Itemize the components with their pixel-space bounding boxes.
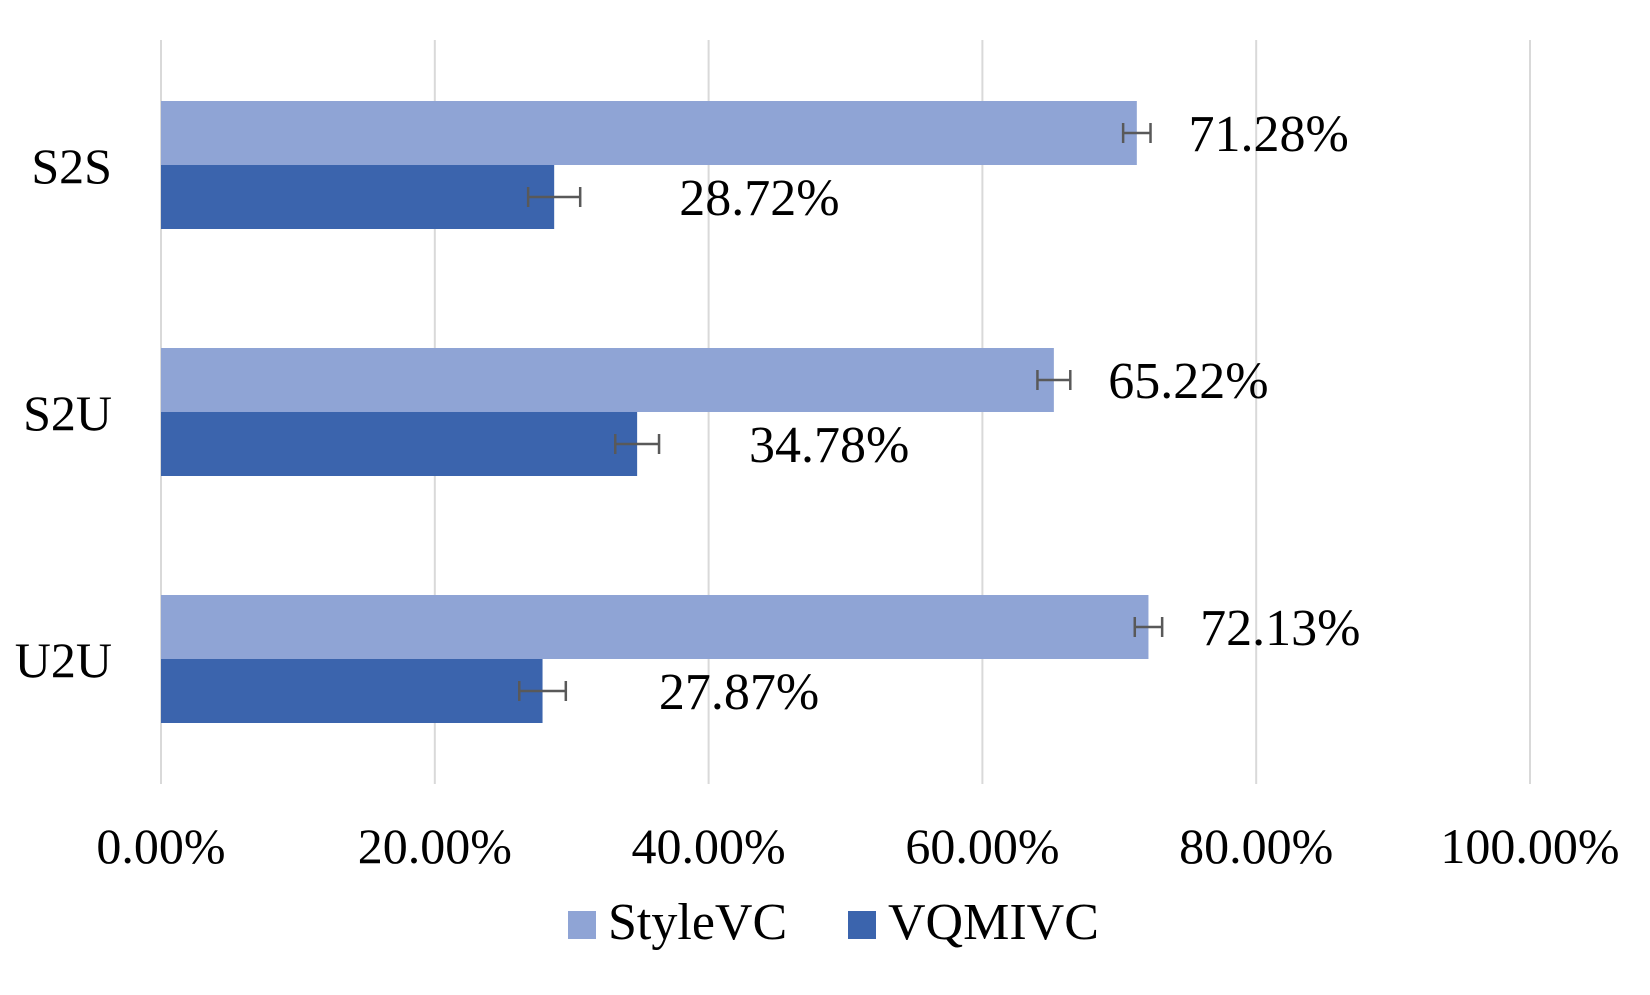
x-tick-label-0: 0.00% <box>96 818 225 874</box>
x-tick-label-5: 100.00% <box>1440 818 1619 874</box>
bars <box>161 101 1149 723</box>
legend-swatch-stylevc <box>568 911 596 939</box>
data-label-stylevc-s2u: 65.22% <box>1108 353 1268 410</box>
x-tick-label-4: 80.00% <box>1179 818 1333 874</box>
value-axis: 0.00% 20.00% 40.00% 60.00% 80.00% 100.00% <box>96 818 1619 874</box>
data-labels: 71.28% 28.72% 65.22% 34.78% 72.13% 27.87% <box>659 106 1361 721</box>
x-tick-label-1: 20.00% <box>358 818 512 874</box>
x-tick-label-3: 60.00% <box>905 818 1059 874</box>
error-bars <box>518 123 1164 701</box>
error-bar-stylevc-s2u <box>1036 370 1072 390</box>
category-label-s2s: S2S <box>31 138 112 194</box>
legend-label-stylevc: StyleVC <box>608 894 787 951</box>
x-tick-label-2: 40.00% <box>632 818 786 874</box>
error-bar-vqmivc-u2u <box>518 681 568 701</box>
data-label-stylevc-u2u: 72.13% <box>1200 600 1360 657</box>
legend-label-vqmivc: VQMIVC <box>888 894 1099 951</box>
error-bar-stylevc-u2u <box>1133 617 1164 637</box>
bar-vqmivc-s2s <box>161 165 555 229</box>
data-label-vqmivc-s2u: 34.78% <box>749 417 909 474</box>
category-axis: S2S S2U U2U <box>15 138 112 688</box>
bar-vqmivc-s2u <box>161 412 638 476</box>
legend-item-stylevc[interactable]: StyleVC <box>568 894 787 951</box>
error-bar-stylevc-s2s <box>1121 123 1152 143</box>
bar-vqmivc-u2u <box>161 659 543 723</box>
category-label-s2u: S2U <box>23 385 112 441</box>
category-label-u2u: U2U <box>15 632 112 688</box>
bar-stylevc-u2u <box>161 595 1149 659</box>
data-label-vqmivc-u2u: 27.87% <box>659 664 819 721</box>
bar-stylevc-s2s <box>161 101 1137 165</box>
error-bar-vqmivc-s2u <box>613 434 661 454</box>
legend-item-vqmivc[interactable]: VQMIVC <box>848 894 1099 951</box>
data-label-vqmivc-s2s: 28.72% <box>679 170 839 227</box>
legend[interactable]: StyleVC VQMIVC <box>568 894 1099 951</box>
error-bar-vqmivc-s2s <box>526 187 582 207</box>
bar-stylevc-s2u <box>161 348 1054 412</box>
data-label-stylevc-s2s: 71.28% <box>1189 106 1349 163</box>
legend-swatch-vqmivc <box>848 911 876 939</box>
